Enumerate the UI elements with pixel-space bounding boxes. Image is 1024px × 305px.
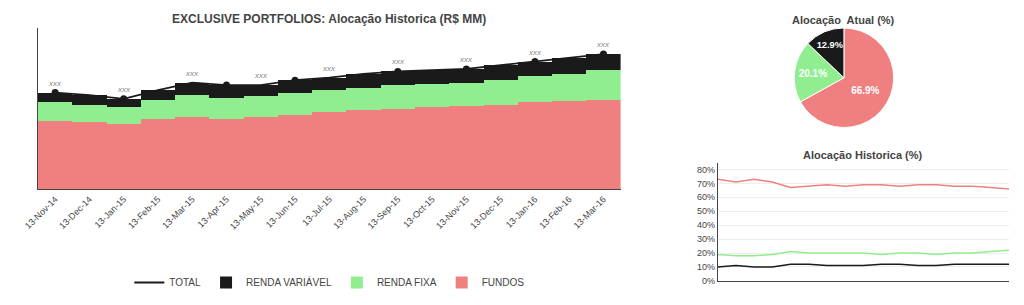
svg-text:13-Oct-15: 13-Oct-15 [401, 194, 436, 229]
svg-text:13-Jul-15: 13-Jul-15 [300, 194, 334, 228]
svg-text:13-Jan-15: 13-Jan-15 [93, 194, 129, 230]
svg-text:30%: 30% [697, 234, 715, 244]
svg-text:xxx: xxx [117, 85, 131, 94]
svg-text:13-Apr-15: 13-Apr-15 [196, 194, 231, 229]
svg-text:xxx: xxx [459, 55, 473, 64]
svg-text:13-May-15: 13-May-15 [228, 194, 265, 231]
svg-text:12.9%: 12.9% [817, 40, 843, 50]
svg-text:20%: 20% [697, 248, 715, 258]
svg-text:50%: 50% [697, 206, 715, 216]
svg-text:70%: 70% [697, 179, 715, 189]
svg-text:80%: 80% [697, 165, 715, 175]
svg-text:13-Feb-16: 13-Feb-16 [537, 194, 573, 230]
svg-text:10%: 10% [697, 262, 715, 272]
svg-text:13-Feb-15: 13-Feb-15 [126, 194, 162, 230]
svg-text:xxx: xxx [185, 69, 199, 78]
svg-text:TOTAL: TOTAL [169, 277, 201, 288]
svg-text:20.1%: 20.1% [799, 68, 827, 79]
svg-text:Alocação Atual (%): Alocação Atual (%) [792, 14, 895, 26]
svg-text:RENDA FIXA: RENDA FIXA [377, 277, 437, 288]
svg-text:xxx: xxx [254, 71, 268, 80]
svg-text:60%: 60% [697, 192, 715, 202]
svg-text:RENDA VARIÁVEL: RENDA VARIÁVEL [246, 276, 332, 288]
svg-text:xxx: xxx [528, 48, 542, 57]
svg-text:13-Sep-15: 13-Sep-15 [366, 194, 403, 231]
svg-text:xxx: xxx [596, 40, 610, 49]
svg-text:13-Mar-16: 13-Mar-16 [572, 194, 608, 230]
svg-text:13-Dec-14: 13-Dec-14 [57, 194, 94, 231]
svg-text:13-Nov-15: 13-Nov-15 [434, 194, 471, 231]
svg-text:13-Aug-15: 13-Aug-15 [331, 194, 368, 231]
svg-text:13-Jan-16: 13-Jan-16 [504, 194, 540, 230]
svg-text:0%: 0% [702, 276, 715, 286]
svg-text:Alocação Historica (%): Alocação Historica (%) [803, 149, 923, 161]
svg-text:13-Mar-15: 13-Mar-15 [160, 194, 196, 230]
svg-text:FUNDOS: FUNDOS [482, 277, 525, 288]
svg-text:13-Jun-15: 13-Jun-15 [264, 194, 300, 230]
svg-text:13-Dec-15: 13-Dec-15 [468, 194, 505, 231]
svg-text:xxx: xxx [322, 64, 336, 73]
svg-text:66.9%: 66.9% [851, 85, 879, 96]
svg-text:40%: 40% [697, 220, 715, 230]
svg-text:13-Nov-14: 13-Nov-14 [23, 194, 60, 231]
svg-text:xxx: xxx [48, 79, 62, 88]
svg-text:EXCLUSIVE PORTFOLIOS: Alocação: EXCLUSIVE PORTFOLIOS: Alocação Historica… [172, 12, 486, 26]
svg-text:xxx: xxx [391, 57, 405, 66]
